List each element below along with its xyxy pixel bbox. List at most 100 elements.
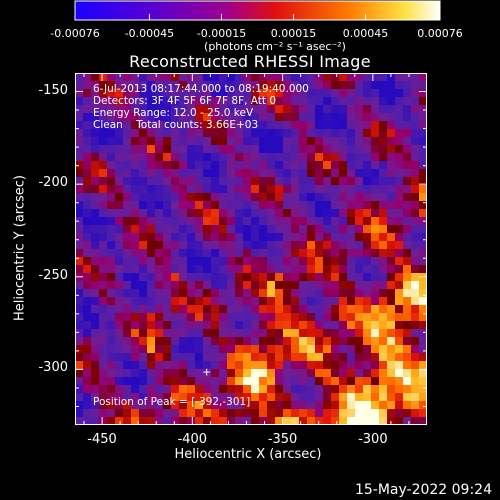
heatmap-cell: [155, 361, 164, 370]
heatmap-cell: [219, 161, 228, 170]
heatmap-cell: [123, 145, 132, 154]
heatmap-cell: [267, 89, 276, 98]
heatmap-cell: [99, 185, 108, 194]
heatmap-cell: [179, 409, 188, 418]
heatmap-cell: [171, 97, 180, 106]
heatmap-cell: [379, 217, 388, 226]
heatmap-cell: [203, 97, 212, 106]
heatmap-cell: [419, 73, 427, 82]
heatmap-cell: [155, 105, 164, 114]
heatmap-cell: [107, 241, 116, 250]
heatmap-cell: [323, 265, 332, 274]
heatmap-cell: [131, 241, 140, 250]
heatmap-cell: [131, 305, 140, 314]
heatmap-cell: [411, 185, 420, 194]
heatmap-cell: [83, 201, 92, 210]
heatmap-cell: [379, 201, 388, 210]
heatmap-cell: [219, 233, 228, 242]
heatmap-cell: [235, 201, 244, 210]
heatmap-cell: [187, 201, 196, 210]
heatmap-cell: [75, 225, 84, 234]
heatmap-cell: [251, 257, 260, 266]
heatmap-cell: [403, 169, 412, 178]
heatmap-cell: [267, 265, 276, 274]
heatmap-cell: [227, 169, 236, 178]
heatmap-cell: [219, 417, 228, 425]
heatmap-cell: [75, 241, 84, 250]
heatmap-cell: [291, 273, 300, 282]
heatmap-cell: [419, 385, 427, 394]
heatmap-cell: [267, 401, 276, 410]
heatmap-cell: [211, 161, 220, 170]
heatmap-cell: [283, 137, 292, 146]
heatmap-cell: [203, 241, 212, 250]
heatmap-cell: [371, 337, 380, 346]
heatmap-cell: [379, 177, 388, 186]
heatmap-cell: [419, 97, 427, 106]
heatmap-cell: [235, 289, 244, 298]
heatmap-cell: [155, 257, 164, 266]
heatmap-cell: [219, 369, 228, 378]
heatmap-cell: [115, 129, 124, 138]
heatmap-cell: [235, 369, 244, 378]
heatmap-cell: [339, 169, 348, 178]
heatmap-cell: [355, 393, 364, 402]
heatmap-cell: [163, 201, 172, 210]
heatmap-cell: [331, 81, 340, 90]
heatmap-cell: [251, 233, 260, 242]
heatmap-cell: [379, 129, 388, 138]
heatmap-cell: [99, 409, 108, 418]
heatmap-cell: [323, 401, 332, 410]
heatmap-cell: [395, 209, 404, 218]
heatmap-cell: [139, 305, 148, 314]
heatmap-cell: [195, 233, 204, 242]
heatmap-cell: [115, 97, 124, 106]
heatmap-cell: [331, 273, 340, 282]
heatmap-cell: [379, 265, 388, 274]
heatmap-cell: [227, 241, 236, 250]
heatmap-cell: [163, 289, 172, 298]
heatmap-cell: [235, 393, 244, 402]
heatmap-cell: [283, 273, 292, 282]
heatmap-cell: [123, 81, 132, 90]
heatmap-cell: [403, 217, 412, 226]
heatmap-cell: [179, 393, 188, 402]
heatmap-cell: [419, 321, 427, 330]
heatmap-cell: [83, 305, 92, 314]
heatmap-cell: [99, 377, 108, 386]
heatmap-cell: [171, 209, 180, 218]
heatmap-cell: [99, 313, 108, 322]
heatmap-cell: [99, 209, 108, 218]
heatmap-cell: [275, 313, 284, 322]
heatmap-cell: [187, 257, 196, 266]
heatmap-cell: [259, 409, 268, 418]
heatmap-cell: [355, 409, 364, 418]
heatmap-cell: [147, 153, 156, 162]
heatmap-cell: [171, 193, 180, 202]
heatmap-cell: [275, 281, 284, 290]
heatmap-cell: [187, 81, 196, 90]
heatmap-cell: [315, 153, 324, 162]
heatmap-cell: [307, 113, 316, 122]
heatmap-cell: [99, 193, 108, 202]
heatmap-cell: [259, 321, 268, 330]
heatmap-cell: [155, 225, 164, 234]
heatmap-cell: [195, 361, 204, 370]
heatmap-cell: [419, 137, 427, 146]
heatmap-cell: [387, 353, 396, 362]
heatmap-cell: [243, 137, 252, 146]
heatmap-cell: [179, 273, 188, 282]
heatmap-cell: [155, 401, 164, 410]
heatmap-cell: [387, 241, 396, 250]
heatmap-cell: [227, 297, 236, 306]
heatmap-cell: [291, 81, 300, 90]
heatmap-cell: [155, 81, 164, 90]
heatmap-cell: [307, 321, 316, 330]
heatmap-cell: [259, 329, 268, 338]
colorbar-unit: (photons cm⁻² s⁻¹ asec⁻²): [204, 40, 346, 53]
heatmap-cell: [123, 217, 132, 226]
heatmap-cell: [83, 281, 92, 290]
heatmap-cell: [219, 113, 228, 122]
heatmap-cell: [251, 161, 260, 170]
heatmap-cell: [387, 153, 396, 162]
